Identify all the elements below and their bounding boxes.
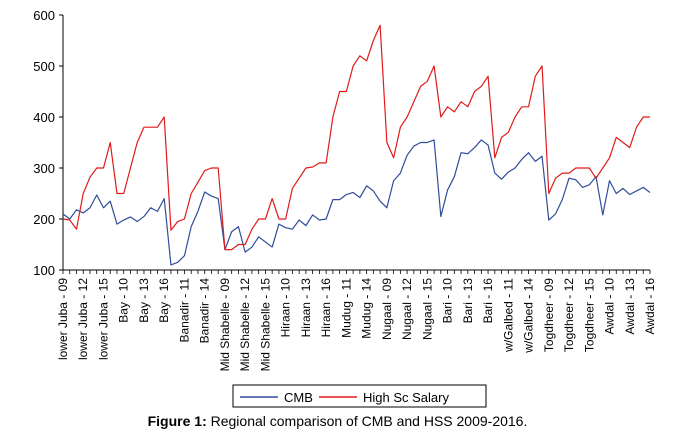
caption-label: Figure 1:: [147, 413, 207, 429]
series-line-high-sc-salary: [62, 24, 650, 251]
x-tick-label: Togdheer - 12: [562, 278, 576, 352]
legend-label-cmb: CMB: [284, 390, 313, 405]
x-tick-label: lower Juba - 09: [56, 278, 70, 360]
x-tick-label: Nugaal - 15: [420, 278, 434, 340]
legend-label-high-sc-salary: High Sc Salary: [363, 390, 449, 405]
x-axis-ticks: lower Juba - 09 lower Juba - 12 lower Juba…: [56, 270, 657, 371]
x-tick-label: Bay - 10: [117, 278, 131, 323]
x-tick-label: lower Juba - 15: [96, 278, 110, 360]
x-tick-label: Bari - 10: [441, 278, 455, 324]
x-tick-label: lower Juba - 12: [76, 278, 90, 360]
x-tick-label: Mudug - 11: [339, 278, 353, 338]
x-tick-label: Awdal - 13: [623, 278, 637, 335]
legend: CMB High Sc Salary: [232, 384, 487, 408]
x-tick-label: Hiraan - 16: [319, 278, 333, 338]
x-tick-label: Bari - 13: [461, 278, 475, 324]
x-tick-label: Mid Shabelle - 09: [218, 278, 232, 372]
y-tick-label: 600: [33, 8, 55, 23]
x-tick-label: Hiraan - 13: [299, 278, 313, 338]
x-tick-label: Mudug - 14: [360, 278, 374, 339]
x-tick-label: Bay - 16: [157, 278, 171, 323]
x-tick-label: Banadir - 14: [198, 278, 212, 344]
x-tick-label: Nugaal - 12: [400, 278, 414, 340]
series-lines: [62, 24, 651, 266]
x-tick-label: Awdal - 10: [603, 278, 617, 335]
figure-caption: Figure 1: Regional comparison of CMB and…: [0, 413, 675, 429]
x-tick-label: Hiraan - 10: [279, 278, 293, 338]
axes: [62, 15, 650, 271]
x-tick-label: Mid Shabelle - 12: [238, 278, 252, 372]
x-tick-label: Togdheer - 09: [542, 278, 556, 352]
y-tick-label: 100: [33, 263, 55, 278]
series-line-cmb: [62, 139, 651, 266]
legend-box: [232, 384, 487, 408]
y-tick-label: 400: [33, 110, 55, 125]
x-tick-label: Awdal - 16: [643, 278, 657, 335]
x-tick-label: Nugaal - 09: [380, 278, 394, 340]
x-tick-label: Banadir - 11: [177, 278, 191, 343]
y-tick-label: 500: [33, 59, 55, 74]
x-tick-label: w/Galbed - 11: [501, 278, 515, 353]
x-tick-label: Togdheer - 15: [582, 278, 596, 352]
x-tick-label: Bay - 13: [137, 278, 151, 323]
y-axis-ticks: 100 200 300 400 500 600: [33, 8, 63, 278]
x-tick-label: Mid Shabelle - 15: [258, 278, 272, 372]
y-tick-label: 200: [33, 212, 55, 227]
x-tick-label: w/Galbed - 14: [522, 278, 536, 354]
x-tick-label: Bari - 16: [481, 278, 495, 324]
caption-text: Regional comparison of CMB and HSS 2009-…: [206, 413, 528, 429]
y-tick-label: 300: [33, 161, 55, 176]
